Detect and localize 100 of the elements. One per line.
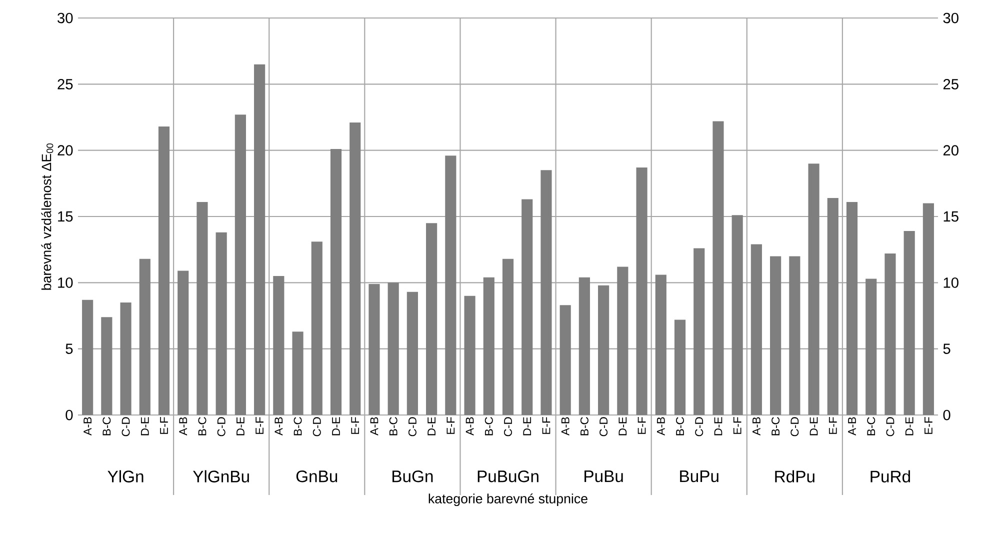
x-tick-label: A-B bbox=[370, 417, 378, 436]
bar bbox=[502, 258, 514, 415]
bar bbox=[540, 170, 552, 415]
bar bbox=[292, 332, 304, 415]
bar bbox=[617, 266, 628, 415]
x-tick-label: C-D bbox=[790, 417, 799, 436]
x-tick-label: A-B bbox=[561, 417, 570, 436]
bar bbox=[445, 156, 456, 415]
bar bbox=[254, 64, 266, 415]
x-tick-label: A-B bbox=[274, 417, 283, 436]
text: YlGn bbox=[108, 470, 144, 482]
text: PuBu bbox=[584, 470, 623, 482]
bar bbox=[120, 302, 132, 415]
bar bbox=[273, 276, 284, 415]
y-tick-label: 0 bbox=[66, 410, 73, 420]
bar bbox=[522, 199, 533, 415]
bar bbox=[578, 277, 590, 415]
x-tick-label: A-B bbox=[179, 417, 188, 436]
x-tick-label: C-D bbox=[217, 417, 226, 436]
bar bbox=[311, 242, 322, 415]
x-tick-label: C-D bbox=[695, 417, 704, 436]
text: PuRd bbox=[870, 470, 910, 482]
x-tick-label: B-C bbox=[198, 417, 206, 436]
x-tick-label: A-B bbox=[752, 417, 760, 436]
x-tick-label: D-E bbox=[523, 417, 532, 436]
y-tick-label: 25 bbox=[58, 78, 73, 90]
x-tick-label: D-E bbox=[714, 417, 722, 436]
bar bbox=[732, 215, 743, 415]
bar bbox=[158, 126, 170, 415]
bar bbox=[330, 149, 342, 415]
bar bbox=[922, 203, 934, 415]
bar bbox=[388, 282, 399, 415]
bar bbox=[350, 122, 361, 415]
bar bbox=[178, 270, 189, 415]
x-tick-label: A-B bbox=[466, 417, 474, 436]
bar bbox=[694, 248, 705, 415]
x-tick-label: C-D bbox=[312, 417, 321, 436]
bar bbox=[655, 274, 666, 415]
x-tick-label: B-C bbox=[389, 417, 398, 436]
text: BuPu bbox=[680, 470, 718, 482]
x-tick-label: E-F bbox=[351, 417, 360, 434]
bar bbox=[884, 254, 896, 415]
x-tick-label: E-F bbox=[446, 417, 455, 434]
x-tick-label: E-F bbox=[542, 417, 550, 434]
x-tick-label: A-B bbox=[848, 417, 856, 436]
x-tick-label: E-F bbox=[733, 417, 742, 434]
y2-tick-label: 20 bbox=[943, 145, 958, 156]
text: RdPu bbox=[775, 470, 814, 482]
x-tick-label: E-F bbox=[924, 417, 932, 434]
x-tick-label: D-E bbox=[810, 417, 818, 436]
x-tick-label: E-F bbox=[828, 417, 837, 434]
x-tick-label: D-E bbox=[618, 417, 627, 436]
x-tick-label: C-D bbox=[600, 417, 608, 436]
bar bbox=[406, 292, 418, 415]
bar bbox=[904, 231, 915, 415]
bar bbox=[789, 256, 800, 415]
bar bbox=[426, 223, 438, 415]
x-tick-label: B-C bbox=[102, 417, 111, 436]
x-tick-label: D-E bbox=[236, 417, 244, 436]
x-tick-label: D-E bbox=[140, 417, 149, 436]
bar bbox=[827, 198, 838, 415]
y2-tick-label: 0 bbox=[943, 410, 950, 420]
x-tick-label: B-C bbox=[772, 417, 780, 436]
bar bbox=[598, 285, 610, 415]
x-tick-label: D-E bbox=[428, 417, 436, 436]
x-tick-label: B-C bbox=[580, 417, 588, 436]
y-tick-label: 20 bbox=[58, 145, 73, 156]
text: GnBu bbox=[296, 470, 338, 482]
y2-tick-label: 15 bbox=[944, 211, 958, 222]
x-tick-label: B-C bbox=[676, 417, 684, 436]
text: YlGnBu bbox=[192, 470, 249, 482]
x-tick-label: A-B bbox=[84, 417, 92, 436]
y2-tick-label: 10 bbox=[944, 277, 958, 288]
y-axis-title: barevná vzdálenost ΔE$_{00}$ bbox=[41, 143, 54, 290]
bar bbox=[101, 317, 112, 415]
x-tick-label: E-F bbox=[160, 417, 168, 434]
bar bbox=[234, 114, 246, 415]
bar bbox=[712, 121, 724, 415]
y2-tick-label: 5 bbox=[943, 344, 950, 354]
y2-tick-label: 30 bbox=[943, 12, 958, 24]
bar bbox=[560, 305, 571, 415]
text: BuGn bbox=[392, 470, 433, 482]
x-tick-label: E-F bbox=[256, 417, 264, 434]
y-tick-label: 30 bbox=[58, 12, 73, 24]
x-tick-label: C-D bbox=[886, 417, 894, 436]
bar bbox=[464, 296, 476, 415]
x-tick-label: D-E bbox=[332, 417, 340, 436]
y-tick-label: 15 bbox=[58, 211, 73, 222]
x-tick-label: A-B bbox=[656, 417, 665, 436]
x-axis-title: kategorie barevné stupnice bbox=[428, 493, 588, 506]
y-tick-label: 5 bbox=[66, 344, 73, 354]
bar bbox=[196, 202, 208, 415]
x-tick-label: C-D bbox=[504, 417, 512, 436]
bar bbox=[636, 168, 648, 415]
x-tick-label: B-C bbox=[484, 417, 493, 436]
x-tick-label: B-C bbox=[294, 417, 302, 436]
bar bbox=[368, 284, 380, 415]
bar bbox=[750, 244, 762, 415]
y-tick-label: 10 bbox=[58, 277, 73, 288]
x-tick-label: E-F bbox=[638, 417, 646, 434]
